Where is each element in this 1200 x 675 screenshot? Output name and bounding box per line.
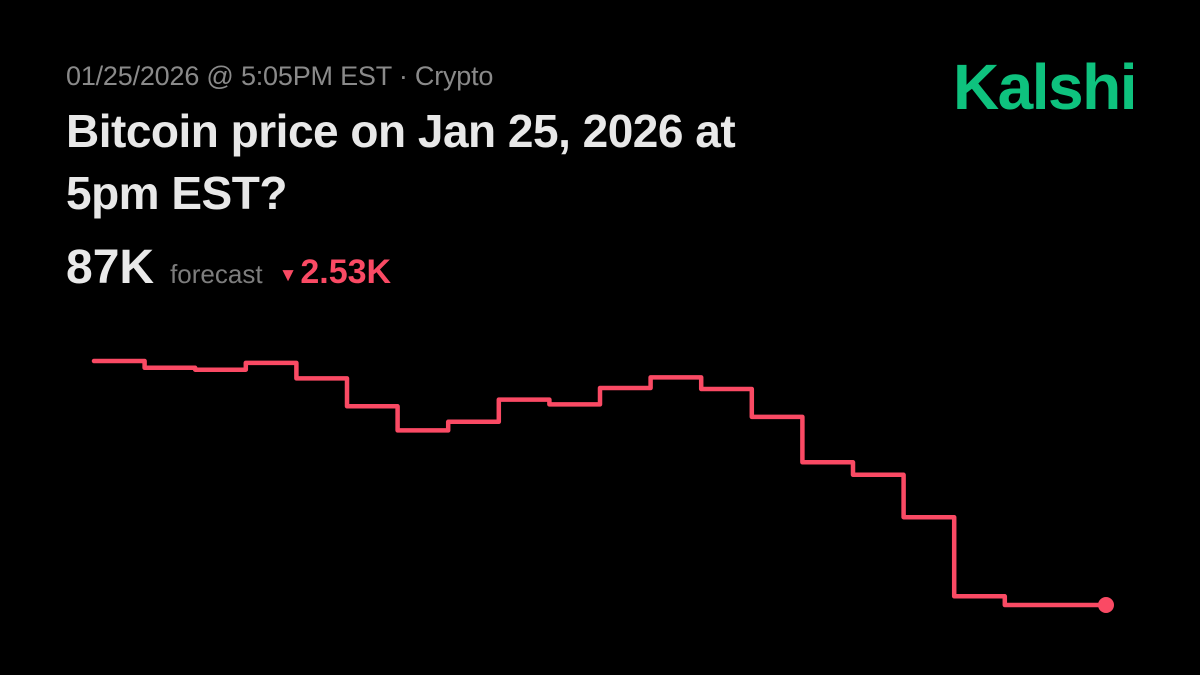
price-history-line: [91, 358, 1109, 608]
latest-price-dot: [1098, 597, 1114, 613]
kalshi-logo: Kalshi: [952, 51, 1138, 123]
forecast-label: forecast: [170, 259, 263, 289]
market-title-line1: Bitcoin price on Jan 25, 2026 at: [66, 105, 736, 157]
forecast-change-value: 2.53K: [300, 253, 392, 291]
down-arrow-icon: ▼: [278, 265, 298, 286]
forecast-row: 87K forecast ▼ 2.53K: [66, 244, 391, 292]
market-title-line2: 5pm EST?: [66, 167, 287, 219]
forecast-change: ▼ 2.53K: [279, 253, 392, 292]
market-title: Bitcoin price on Jan 25, 2026 at 5pm EST…: [66, 100, 966, 224]
event-meta-line: 01/25/2026 @ 5:05PM EST · Crypto: [66, 61, 494, 91]
forecast-value: 87K: [66, 241, 155, 294]
